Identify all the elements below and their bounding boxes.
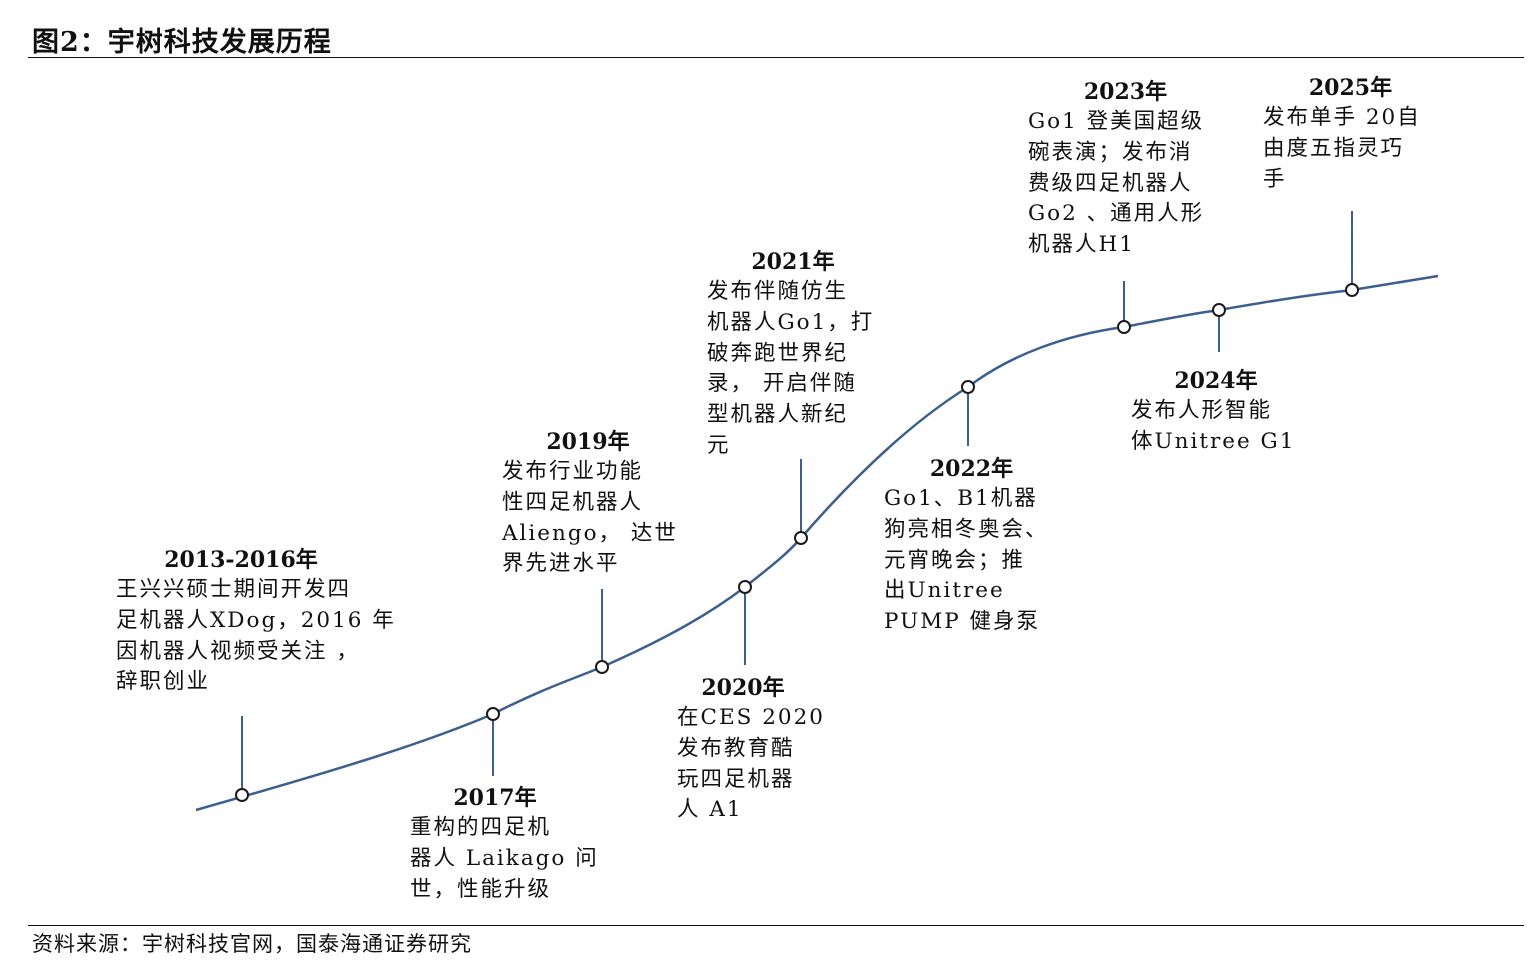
timeline-markers: [235, 283, 1359, 802]
event-text-line: 发布伴随仿生: [707, 279, 849, 304]
event-text-line: 机器人H1: [1028, 232, 1135, 258]
event-text-line: 世，性能升级: [410, 876, 552, 902]
timeline-marker-2023: [1117, 320, 1131, 334]
event-text-line: Go1、B1机器: [884, 486, 1038, 511]
event-text-line: 元宵晚会；推: [884, 547, 1026, 573]
event-text-line: 手: [1263, 166, 1287, 192]
event-year: 2021年: [751, 249, 835, 275]
event-text-line: Aliengo， 达世: [502, 520, 678, 546]
event-year: 2025年: [1308, 75, 1393, 101]
event-text-line: 狗亮相冬奥会、: [884, 516, 1049, 542]
source-note: 资料来源：宇树科技官网，国泰海通证券研究: [32, 932, 472, 956]
event-text-line: 型机器人新纪: [707, 402, 849, 428]
event-text-line: 发布单手 20自: [1263, 105, 1421, 130]
event-2020: 2020年 在CES 2020 发布教育酷 玩四足机器 人 A1: [677, 673, 827, 826]
event-year: 2017年: [453, 785, 537, 811]
event-2023: 2023年 Go1 登美国超级 碗表演；发布消 费级四足机器人 Go2 、通用人…: [1028, 77, 1228, 261]
event-2019: 2019年 发布行业功能 性四足机器人 Aliengo， 达世 界先进水平: [502, 427, 682, 580]
event-2022: 2022年 Go1、B1机器 狗亮相冬奥会、 元宵晚会；推 出Unitree P…: [884, 454, 1069, 638]
event-2024: 2024年 发布人形智能 体Unitree G1: [1131, 366, 1301, 458]
event-2021: 2021年 发布伴随仿生 机器人Go1，打 破奔跑世界纪 录， 开启伴随 型机器…: [707, 247, 892, 462]
event-2025: 2025年 发布单手 20自 由度五指灵巧 手: [1263, 73, 1453, 195]
event-text-line: 录， 开启伴随: [707, 371, 857, 397]
event-year: 2022年: [929, 456, 1014, 482]
event-text-line: 发布行业功能: [502, 459, 644, 484]
connector-lines: [241, 211, 1353, 792]
event-year: 2020年: [701, 675, 785, 701]
bottom-rule: [28, 925, 1524, 926]
timeline-curve: [195, 274, 1439, 812]
timeline-marker-2025: [1345, 283, 1359, 297]
timeline-marker-2022: [961, 380, 975, 394]
event-text-line: 元: [707, 432, 731, 458]
event-year: 2013-2016年: [164, 547, 318, 573]
timeline-marker-2021: [794, 531, 808, 545]
event-text-line: 辞职创业: [116, 669, 211, 695]
event-2013-2016: 2013-2016年 王兴兴硕士期间开发四 足机器人XDog，2016 年 因机…: [116, 545, 406, 698]
timeline-marker-2024: [1212, 303, 1226, 317]
event-text-line: PUMP 健身泵: [884, 609, 1041, 635]
event-text-line: Go2 、通用人形: [1028, 201, 1205, 227]
event-text-line: Go1 登美国超级: [1028, 109, 1205, 134]
event-text-line: 由度五指灵巧: [1263, 135, 1405, 161]
event-2017: 2017年 重构的四足机 器人 Laikago 问 世，性能升级: [410, 783, 599, 905]
event-text-line: 人 A1: [677, 797, 743, 823]
figure-title: 图2：宇树科技发展历程: [32, 27, 332, 58]
event-text-line: 发布人形智能: [1131, 398, 1273, 423]
event-text-line: 玩四足机器: [677, 766, 795, 792]
timeline-marker-2013-2016: [235, 788, 249, 802]
timeline-marker-2019: [595, 660, 609, 674]
event-text-line: 出Unitree: [884, 578, 1005, 604]
event-text-line: 机器人Go1，打: [707, 309, 875, 335]
event-text-line: 王兴兴硕士期间开发四: [116, 577, 352, 602]
event-year: 2024年: [1174, 368, 1258, 394]
event-text-line: 因机器人视频受关注 ，: [116, 638, 360, 664]
event-text-line: 破奔跑世界纪: [707, 340, 849, 366]
event-text-line: 碗表演；发布消: [1028, 139, 1193, 165]
event-text-line: 性四足机器人: [502, 489, 644, 515]
timeline-marker-2020: [738, 580, 752, 594]
event-year: 2019年: [546, 429, 630, 455]
event-text-line: 足机器人XDog，2016 年: [116, 607, 396, 633]
event-year: 2023年: [1083, 79, 1168, 105]
event-text-line: 界先进水平: [502, 551, 620, 577]
event-text-line: 重构的四足机: [410, 815, 552, 840]
event-text-line: 器人 Laikago 问: [410, 845, 599, 871]
event-text-line: 体Unitree G1: [1131, 428, 1296, 454]
event-text-line: 费级四足机器人: [1028, 170, 1193, 196]
top-rule: [28, 57, 1524, 58]
timeline-marker-2017: [486, 707, 500, 721]
event-text-line: 在CES 2020: [677, 705, 825, 730]
event-text-line: 发布教育酷: [677, 735, 795, 761]
